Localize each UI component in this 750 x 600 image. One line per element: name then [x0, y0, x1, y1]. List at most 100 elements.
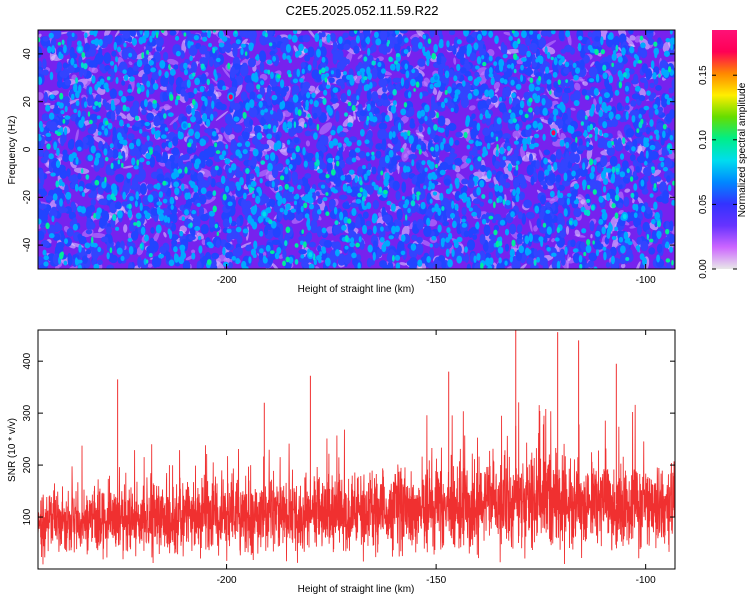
heatmap-cell	[417, 259, 423, 267]
snr-series	[38, 330, 675, 565]
heatmap-cell	[551, 30, 556, 35]
heatmap-cell	[588, 78, 595, 83]
heatmap-cell	[524, 235, 530, 245]
heatmap-cell	[434, 144, 439, 152]
heatmap-cell	[594, 134, 598, 142]
heatmap-cell	[485, 212, 490, 224]
heatmap-cell	[519, 100, 525, 109]
heatmap-cell	[40, 239, 50, 248]
heatmap-cell	[206, 89, 214, 97]
heatmap-cell	[460, 67, 467, 74]
x-tick-label: -100	[636, 575, 656, 586]
heatmap-cell	[42, 69, 49, 76]
heatmap-cell	[199, 85, 205, 93]
heatmap-cell	[303, 160, 308, 168]
heatmap-cell	[255, 195, 261, 204]
heatmap-cell	[55, 180, 60, 188]
heatmap-cell	[107, 122, 113, 130]
heatmap-cell	[589, 172, 595, 180]
heatmap-cell	[132, 100, 140, 110]
heatmap-cell	[614, 194, 620, 202]
heatmap-cell	[206, 78, 211, 86]
heatmap-cell	[602, 178, 609, 186]
heatmap-cell	[219, 154, 225, 160]
heatmap-cell	[424, 167, 429, 172]
heatmap-cell	[209, 217, 216, 229]
heatmap-cell	[97, 131, 102, 136]
heatmap-cell	[151, 57, 157, 69]
heatmap-cell	[327, 157, 334, 164]
heatmap-streak	[460, 162, 470, 169]
heatmap-cell	[397, 122, 402, 131]
heatmap-streak	[629, 35, 636, 41]
heatmap-cell	[304, 182, 311, 195]
heatmap-cell	[602, 246, 607, 251]
heatmap-cell	[297, 184, 302, 190]
heatmap-cell	[395, 262, 401, 269]
heatmap-streak	[122, 165, 134, 169]
heatmap-cell	[538, 75, 542, 82]
heatmap-cell	[240, 43, 247, 48]
heatmap-cell	[267, 69, 271, 75]
heatmap-streak	[90, 232, 107, 239]
heatmap-cell	[49, 94, 55, 100]
heatmap-cell	[146, 89, 150, 98]
heatmap-streak	[341, 127, 349, 133]
heatmap-cell	[47, 46, 52, 54]
heatmap-cell	[139, 30, 143, 35]
heatmap-cell	[75, 100, 80, 107]
heatmap-cell	[110, 104, 116, 111]
heatmap-cell	[88, 119, 93, 125]
heatmap-cell	[232, 247, 241, 257]
heatmap-cell	[229, 86, 237, 93]
heatmap-streak	[409, 33, 421, 40]
heatmap-cell	[573, 219, 578, 227]
heatmap-cell	[195, 42, 202, 50]
heatmap-cell	[577, 65, 587, 78]
heatmap-cell	[559, 229, 566, 239]
heatmap-cell	[208, 56, 214, 67]
heatmap-cell	[375, 38, 382, 46]
heatmap-cell	[481, 118, 487, 124]
heatmap-cell	[184, 209, 189, 216]
heatmap-cell	[106, 264, 115, 269]
heatmap-cell	[284, 240, 288, 247]
heatmap-cell	[245, 102, 250, 112]
heatmap-cell	[379, 30, 388, 41]
heatmap-cell	[596, 164, 602, 174]
heatmap-cell	[330, 169, 336, 176]
heatmap-cell	[110, 162, 114, 169]
heatmap-cell	[508, 109, 512, 114]
heatmap-cell	[420, 201, 426, 210]
heatmap-cell	[416, 144, 422, 150]
heatmap-cell	[266, 59, 273, 65]
heatmap-cell	[361, 196, 366, 201]
heatmap-cell	[199, 206, 205, 217]
heatmap-cell	[669, 30, 673, 35]
heatmap-cell	[559, 139, 565, 147]
heatmap-cell	[477, 33, 482, 41]
heatmap-cell	[669, 220, 674, 232]
heatmap-cell	[192, 216, 201, 228]
heatmap-cell	[356, 95, 360, 101]
heatmap-cell	[55, 160, 61, 169]
heatmap-cell	[300, 240, 304, 245]
heatmap-cell	[139, 157, 145, 163]
heatmap-cell	[152, 99, 157, 104]
heatmap-cell	[350, 237, 355, 243]
heatmap-cell	[632, 191, 639, 201]
heatmap-cell	[669, 37, 675, 45]
heatmap-cell	[245, 167, 250, 175]
heatmap-cell	[185, 104, 192, 115]
heatmap-cell	[641, 205, 646, 213]
heatmap-cell	[399, 30, 408, 34]
heatmap-cell	[173, 64, 179, 70]
heatmap-cell	[601, 211, 608, 221]
heatmap-cell	[212, 205, 217, 213]
heatmap-cell	[161, 30, 165, 34]
heatmap-cell	[222, 261, 229, 267]
heatmap-cell	[450, 107, 455, 112]
heatmap-cell	[337, 125, 344, 132]
heatmap-cell	[40, 211, 48, 224]
heatmap-cell	[143, 258, 147, 266]
